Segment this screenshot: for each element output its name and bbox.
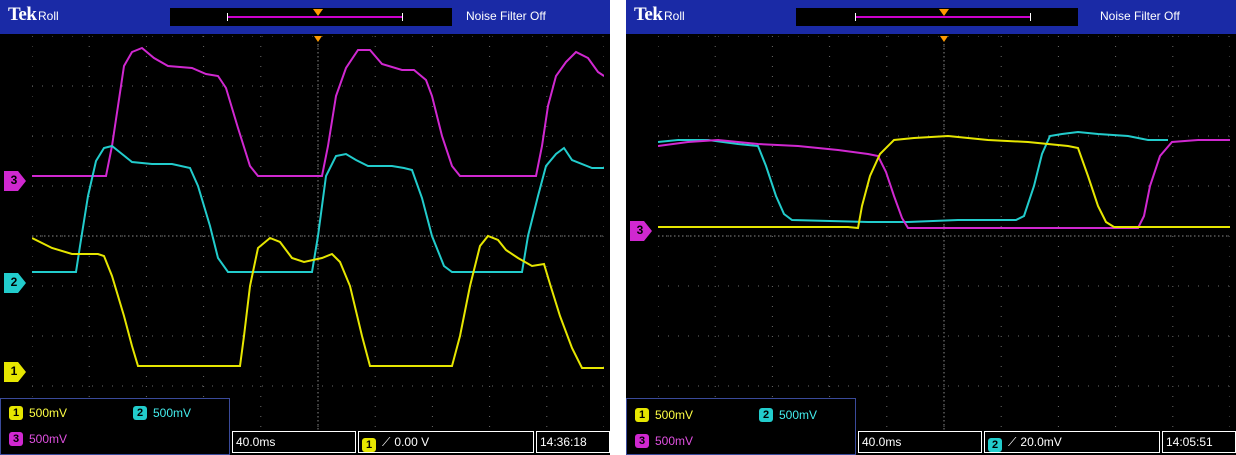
- timebase-readout[interactable]: 40.0ms: [858, 431, 982, 453]
- ch3-ground-marker[interactable]: 3: [630, 221, 652, 241]
- channel-scale-panel: 1 500mV 2 500mV 3 500mV: [0, 398, 230, 455]
- timebase-readout[interactable]: 40.0ms: [232, 431, 356, 453]
- trigger-position-marker: [314, 36, 322, 42]
- channel-scale-panel: 1 500mV 2 500mV 3 500mV: [626, 398, 856, 455]
- graticule: [658, 36, 1230, 436]
- waveform-display: [658, 36, 1230, 436]
- brand-logo: Tek: [8, 4, 37, 25]
- ch3-ground-marker[interactable]: 3: [4, 171, 26, 191]
- record-position-bar: [170, 8, 452, 26]
- ch1-ground-marker[interactable]: 1: [4, 362, 26, 382]
- trigger-source-chip: 2: [988, 438, 1002, 452]
- record-position-bar: [796, 8, 1078, 26]
- ch2-ground-marker[interactable]: 2: [4, 273, 26, 293]
- ch2-trace: [32, 144, 604, 273]
- top-status-bar: Tek Roll Noise Filter Off: [626, 0, 1236, 34]
- ch3-trace: [658, 138, 1230, 229]
- waveform-display: [32, 36, 604, 436]
- bottom-status-bar: 1 500mV 2 500mV 3 500mV 40.0ms 1 ⟋ 0.00 V …: [0, 398, 610, 455]
- ch2-trace: [658, 130, 1168, 223]
- trigger-source-chip: 1: [362, 438, 376, 452]
- oscilloscope-screenshot-left: Tek Roll Noise Filter Off 3 2 1 1 5: [0, 0, 610, 455]
- trigger-readout[interactable]: 1 ⟋ 0.00 V: [358, 431, 534, 453]
- brand-logo: Tek: [634, 4, 663, 25]
- ch3-trace: [32, 46, 604, 177]
- acquisition-mode: Roll: [664, 9, 685, 23]
- clock-readout: 14:36:18: [536, 431, 610, 453]
- graticule: [32, 36, 604, 436]
- ch1-trace: [658, 134, 1230, 230]
- noise-filter-status: Noise Filter Off: [466, 9, 546, 23]
- acquisition-mode: Roll: [38, 9, 59, 23]
- rising-edge-icon: ⟋: [1008, 435, 1017, 449]
- trigger-position-marker: [940, 36, 948, 42]
- rising-edge-icon: ⟋: [382, 435, 391, 449]
- clock-readout: 14:05:51: [1162, 431, 1236, 453]
- noise-filter-status: Noise Filter Off: [1100, 9, 1180, 23]
- bottom-status-bar: 1 500mV 2 500mV 3 500mV 40.0ms 2 ⟋ 20.0mV …: [626, 398, 1236, 455]
- top-status-bar: Tek Roll Noise Filter Off: [0, 0, 610, 34]
- trigger-readout[interactable]: 2 ⟋ 20.0mV: [984, 431, 1160, 453]
- ch1-trace: [32, 234, 604, 369]
- oscilloscope-screenshot-right: Tek Roll Noise Filter Off 3 1 500mV 2: [626, 0, 1236, 455]
